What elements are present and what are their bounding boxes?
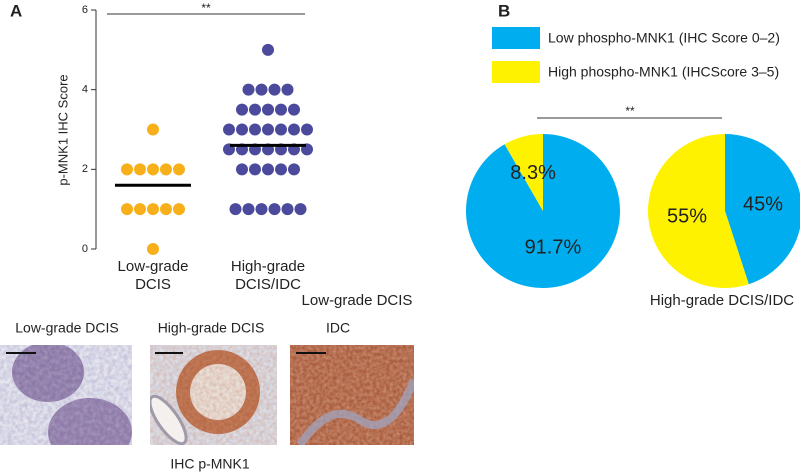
data-point (173, 163, 185, 176)
data-point (121, 163, 133, 176)
data-point (173, 203, 185, 216)
panel-letter: A (10, 1, 22, 20)
y-tick-label: 2 (82, 163, 88, 175)
micrograph (290, 345, 414, 445)
micrograph (150, 345, 277, 445)
legend-label: Low phospho-MNK1 (IHC Score 0–2) (548, 30, 780, 46)
x-tick-label: Low-grade DCIS (117, 258, 189, 293)
data-point (255, 83, 268, 96)
y-tick-label: 6 (82, 4, 88, 16)
image-caption: IHC p-MNK1 (170, 456, 250, 472)
y-axis-label: p-MNK1 IHC Score (55, 74, 70, 185)
slice-label: 55% (667, 205, 707, 227)
y-tick-label: 4 (82, 84, 88, 96)
micrograph (0, 345, 132, 445)
data-point (236, 163, 248, 176)
data-point (249, 103, 261, 116)
slice-label: 45% (743, 193, 783, 215)
significance-label: ** (625, 104, 635, 118)
data-point (160, 163, 172, 176)
data-point (262, 123, 274, 136)
data-point (262, 163, 274, 176)
image-label: IDC (326, 320, 350, 336)
image-label: High-grade DCIS (158, 320, 265, 336)
data-point (255, 203, 268, 216)
pie-slice (648, 134, 749, 288)
slice-label: 8.3% (510, 162, 556, 184)
pie-slice (725, 134, 800, 285)
x-tick-label: High-grade DCIS/IDC (230, 258, 306, 293)
data-point (268, 203, 281, 216)
legend-swatch (492, 27, 540, 49)
y-tick-label: 0 (82, 243, 88, 255)
slice-label: 91.7% (525, 236, 582, 258)
data-point (134, 203, 146, 216)
data-point (268, 83, 281, 96)
data-point (249, 123, 261, 136)
data-point (275, 103, 287, 116)
data-point (301, 123, 313, 136)
data-point (249, 163, 261, 176)
data-point (275, 123, 287, 136)
data-point (229, 203, 242, 216)
data-point (281, 83, 294, 96)
pie-label: Low-grade DCIS (302, 292, 413, 309)
legend-swatch (492, 61, 540, 83)
data-point (147, 203, 159, 216)
data-point (147, 123, 159, 136)
significance-label: ** (201, 1, 211, 15)
pie-label: High-grade DCIS/IDC (650, 292, 794, 309)
data-point (236, 123, 248, 136)
image-label: Low-grade DCIS (15, 320, 119, 336)
data-point (294, 203, 307, 216)
data-point (147, 163, 159, 176)
data-point (160, 203, 172, 216)
data-point (236, 103, 248, 116)
data-point (288, 163, 300, 176)
data-point (262, 43, 274, 56)
data-point (147, 243, 159, 255)
data-point (121, 203, 133, 216)
data-point (281, 203, 294, 216)
data-point (134, 163, 146, 176)
pie-slice (504, 134, 543, 211)
data-point (242, 83, 255, 96)
data-point (242, 203, 255, 216)
data-point (288, 103, 300, 116)
data-point (223, 123, 235, 136)
data-point (288, 123, 300, 136)
legend-label: High phospho-MNK1 (IHCScore 3–5) (548, 64, 779, 80)
data-point (262, 103, 274, 116)
panel-letter: B (498, 1, 510, 20)
data-point (275, 163, 287, 176)
